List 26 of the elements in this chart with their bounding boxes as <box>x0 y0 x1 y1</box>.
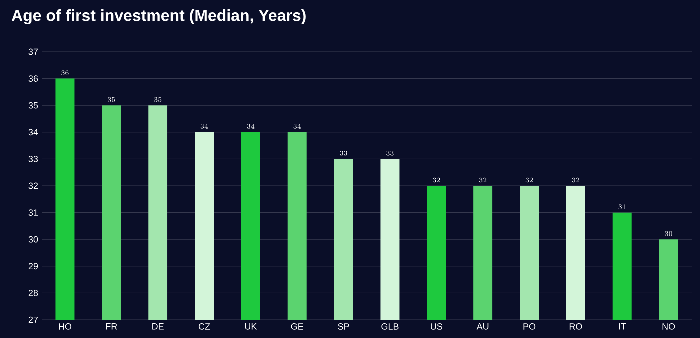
y-tick-label: 31 <box>28 210 38 216</box>
y-tick-label: 29 <box>28 263 38 270</box>
x-tick-label: RO <box>570 324 582 330</box>
y-tick-label: 28 <box>28 290 38 296</box>
x-tick-label: SP <box>338 324 350 330</box>
y-tick-label: 33 <box>28 156 38 162</box>
y-tick-label: 37 <box>28 48 38 56</box>
x-tick-label: GLB <box>382 324 399 330</box>
y-tick-label: 32 <box>28 182 38 190</box>
x-tick-label: CZ <box>198 324 210 330</box>
x-tick-label: FR <box>106 324 118 330</box>
y-tick-label: 36 <box>28 76 38 82</box>
x-tick-label: DE <box>152 324 164 330</box>
x-tick-label: IT <box>619 324 626 330</box>
x-tick-label: US <box>431 324 442 330</box>
x-tick-label: AU <box>476 324 489 330</box>
x-tick-label: HO <box>59 324 72 330</box>
y-tick-label: 30 <box>28 236 38 243</box>
y-tick-label: 27 <box>28 316 38 324</box>
x-tick-label: PO <box>524 324 536 330</box>
y-tick-label: 35 <box>28 102 38 109</box>
x-tick-label: GE <box>291 324 304 330</box>
x-tick-label: UK <box>245 324 258 330</box>
chart-title: Age of first investment (Median, Years) <box>12 10 306 25</box>
x-tick-label: NO <box>662 324 676 330</box>
y-tick-label: 34 <box>28 129 38 136</box>
